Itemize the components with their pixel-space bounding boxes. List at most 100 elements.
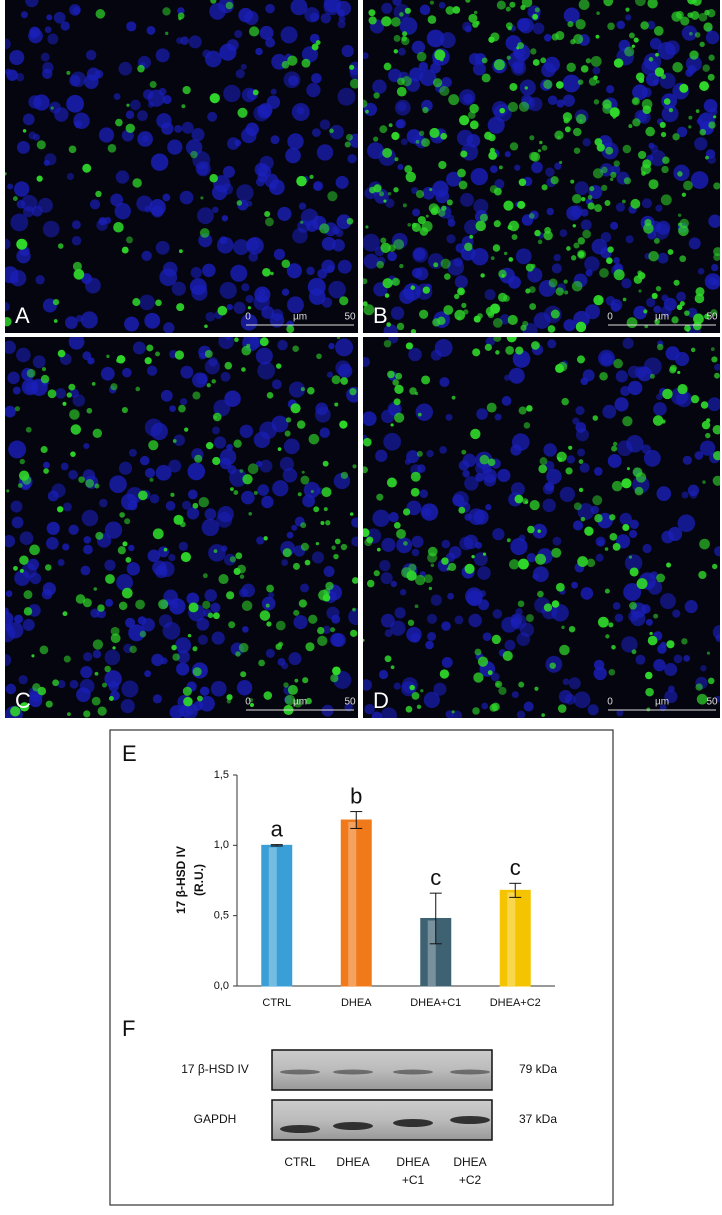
nucleus <box>92 649 102 659</box>
lipid-droplet <box>94 483 100 489</box>
lipid-droplet <box>118 601 128 611</box>
lipid-droplet <box>604 199 611 206</box>
lipid-droplet <box>706 651 711 655</box>
lipid-droplet <box>534 229 541 237</box>
lipid-droplet <box>410 328 417 333</box>
nucleus <box>336 214 352 230</box>
lipid-droplet <box>509 1 516 8</box>
lipid-droplet <box>381 16 392 27</box>
nucleus <box>189 278 207 296</box>
nucleus <box>168 459 182 473</box>
nucleus <box>42 582 57 596</box>
lipid-droplet <box>184 427 189 432</box>
nucleus <box>380 572 393 585</box>
lipid-droplet <box>684 310 690 316</box>
nucleus <box>616 709 624 717</box>
lipid-droplet <box>287 55 298 66</box>
nucleus <box>11 516 24 529</box>
y-tick-label: 1,5 <box>214 769 229 781</box>
lipid-droplet <box>534 686 539 691</box>
nucleus <box>393 682 401 690</box>
nucleus <box>580 219 592 231</box>
blot-band <box>393 1119 433 1127</box>
nucleus <box>333 671 352 689</box>
lipid-droplet <box>152 528 164 540</box>
lipid-droplet <box>681 192 687 197</box>
nucleus <box>224 390 241 407</box>
nucleus <box>139 455 150 466</box>
lipid-droplet <box>293 609 300 616</box>
nucleus <box>163 322 175 333</box>
nucleus <box>542 498 556 513</box>
lipid-droplet <box>698 12 708 22</box>
lipid-droplet <box>237 564 246 574</box>
lipid-droplet <box>415 139 420 144</box>
nucleus <box>326 606 340 620</box>
nucleus <box>531 161 543 174</box>
nucleus <box>337 20 346 29</box>
lipid-droplet <box>429 0 434 5</box>
lipid-droplet <box>237 107 248 118</box>
lipid-droplet <box>5 317 12 327</box>
nucleus <box>180 36 189 45</box>
lipid-droplet <box>565 467 573 475</box>
lipid-droplet <box>241 600 253 612</box>
lipid-droplet <box>363 437 372 447</box>
lipid-droplet <box>282 548 292 558</box>
lipid-droplet <box>626 467 630 471</box>
lipid-droplet <box>108 696 114 701</box>
lipid-droplet <box>135 599 145 610</box>
lipid-droplet <box>158 599 169 610</box>
lipid-droplet <box>570 179 575 184</box>
lipid-droplet <box>135 386 141 392</box>
lipid-droplet <box>228 621 236 629</box>
nucleus <box>482 632 492 641</box>
lipid-droplet <box>523 422 531 429</box>
nucleus <box>44 153 57 166</box>
nucleus <box>634 366 647 379</box>
lipid-droplet <box>641 171 646 176</box>
lipid-droplet <box>578 0 590 11</box>
lipid-droplet <box>204 350 213 358</box>
nucleus <box>219 281 237 299</box>
lipid-droplet <box>149 477 154 482</box>
lipid-droplet <box>594 138 603 146</box>
lipid-droplet <box>21 475 32 485</box>
lipid-droplet <box>529 135 535 141</box>
lipid-droplet <box>386 477 397 488</box>
nucleus <box>62 502 72 512</box>
nucleus <box>573 691 591 709</box>
nucleus <box>162 95 172 105</box>
lipid-droplet <box>36 140 46 150</box>
lipid-droplet <box>247 306 251 310</box>
lipid-droplet <box>561 625 565 630</box>
lipid-droplet <box>62 611 68 617</box>
lipid-droplet <box>499 107 506 114</box>
nucleus <box>512 350 531 368</box>
lipid-droplet <box>575 19 586 30</box>
nucleus <box>632 84 648 100</box>
nucleus <box>623 583 642 602</box>
lipid-droplet <box>610 177 614 182</box>
lipid-droplet <box>541 184 548 191</box>
nucleus <box>419 4 431 16</box>
lipid-droplet <box>393 398 401 406</box>
nucleus <box>364 703 375 715</box>
lipid-droplet <box>490 256 495 261</box>
nucleus <box>236 184 254 202</box>
lipid-droplet <box>365 225 369 229</box>
lipid-droplet <box>414 574 426 586</box>
lipid-droplet <box>72 261 82 271</box>
lipid-droplet <box>19 702 30 712</box>
lipid-droplet <box>53 319 58 323</box>
lipid-droplet <box>405 705 413 713</box>
nucleus <box>543 443 557 457</box>
lipid-droplet <box>95 531 104 540</box>
lipid-droplet <box>396 528 406 539</box>
lipid-droplet <box>392 379 399 386</box>
nucleus <box>331 633 346 648</box>
lipid-droplet <box>538 464 548 474</box>
lipid-droplet <box>628 124 633 129</box>
lipid-droplet <box>662 388 673 400</box>
